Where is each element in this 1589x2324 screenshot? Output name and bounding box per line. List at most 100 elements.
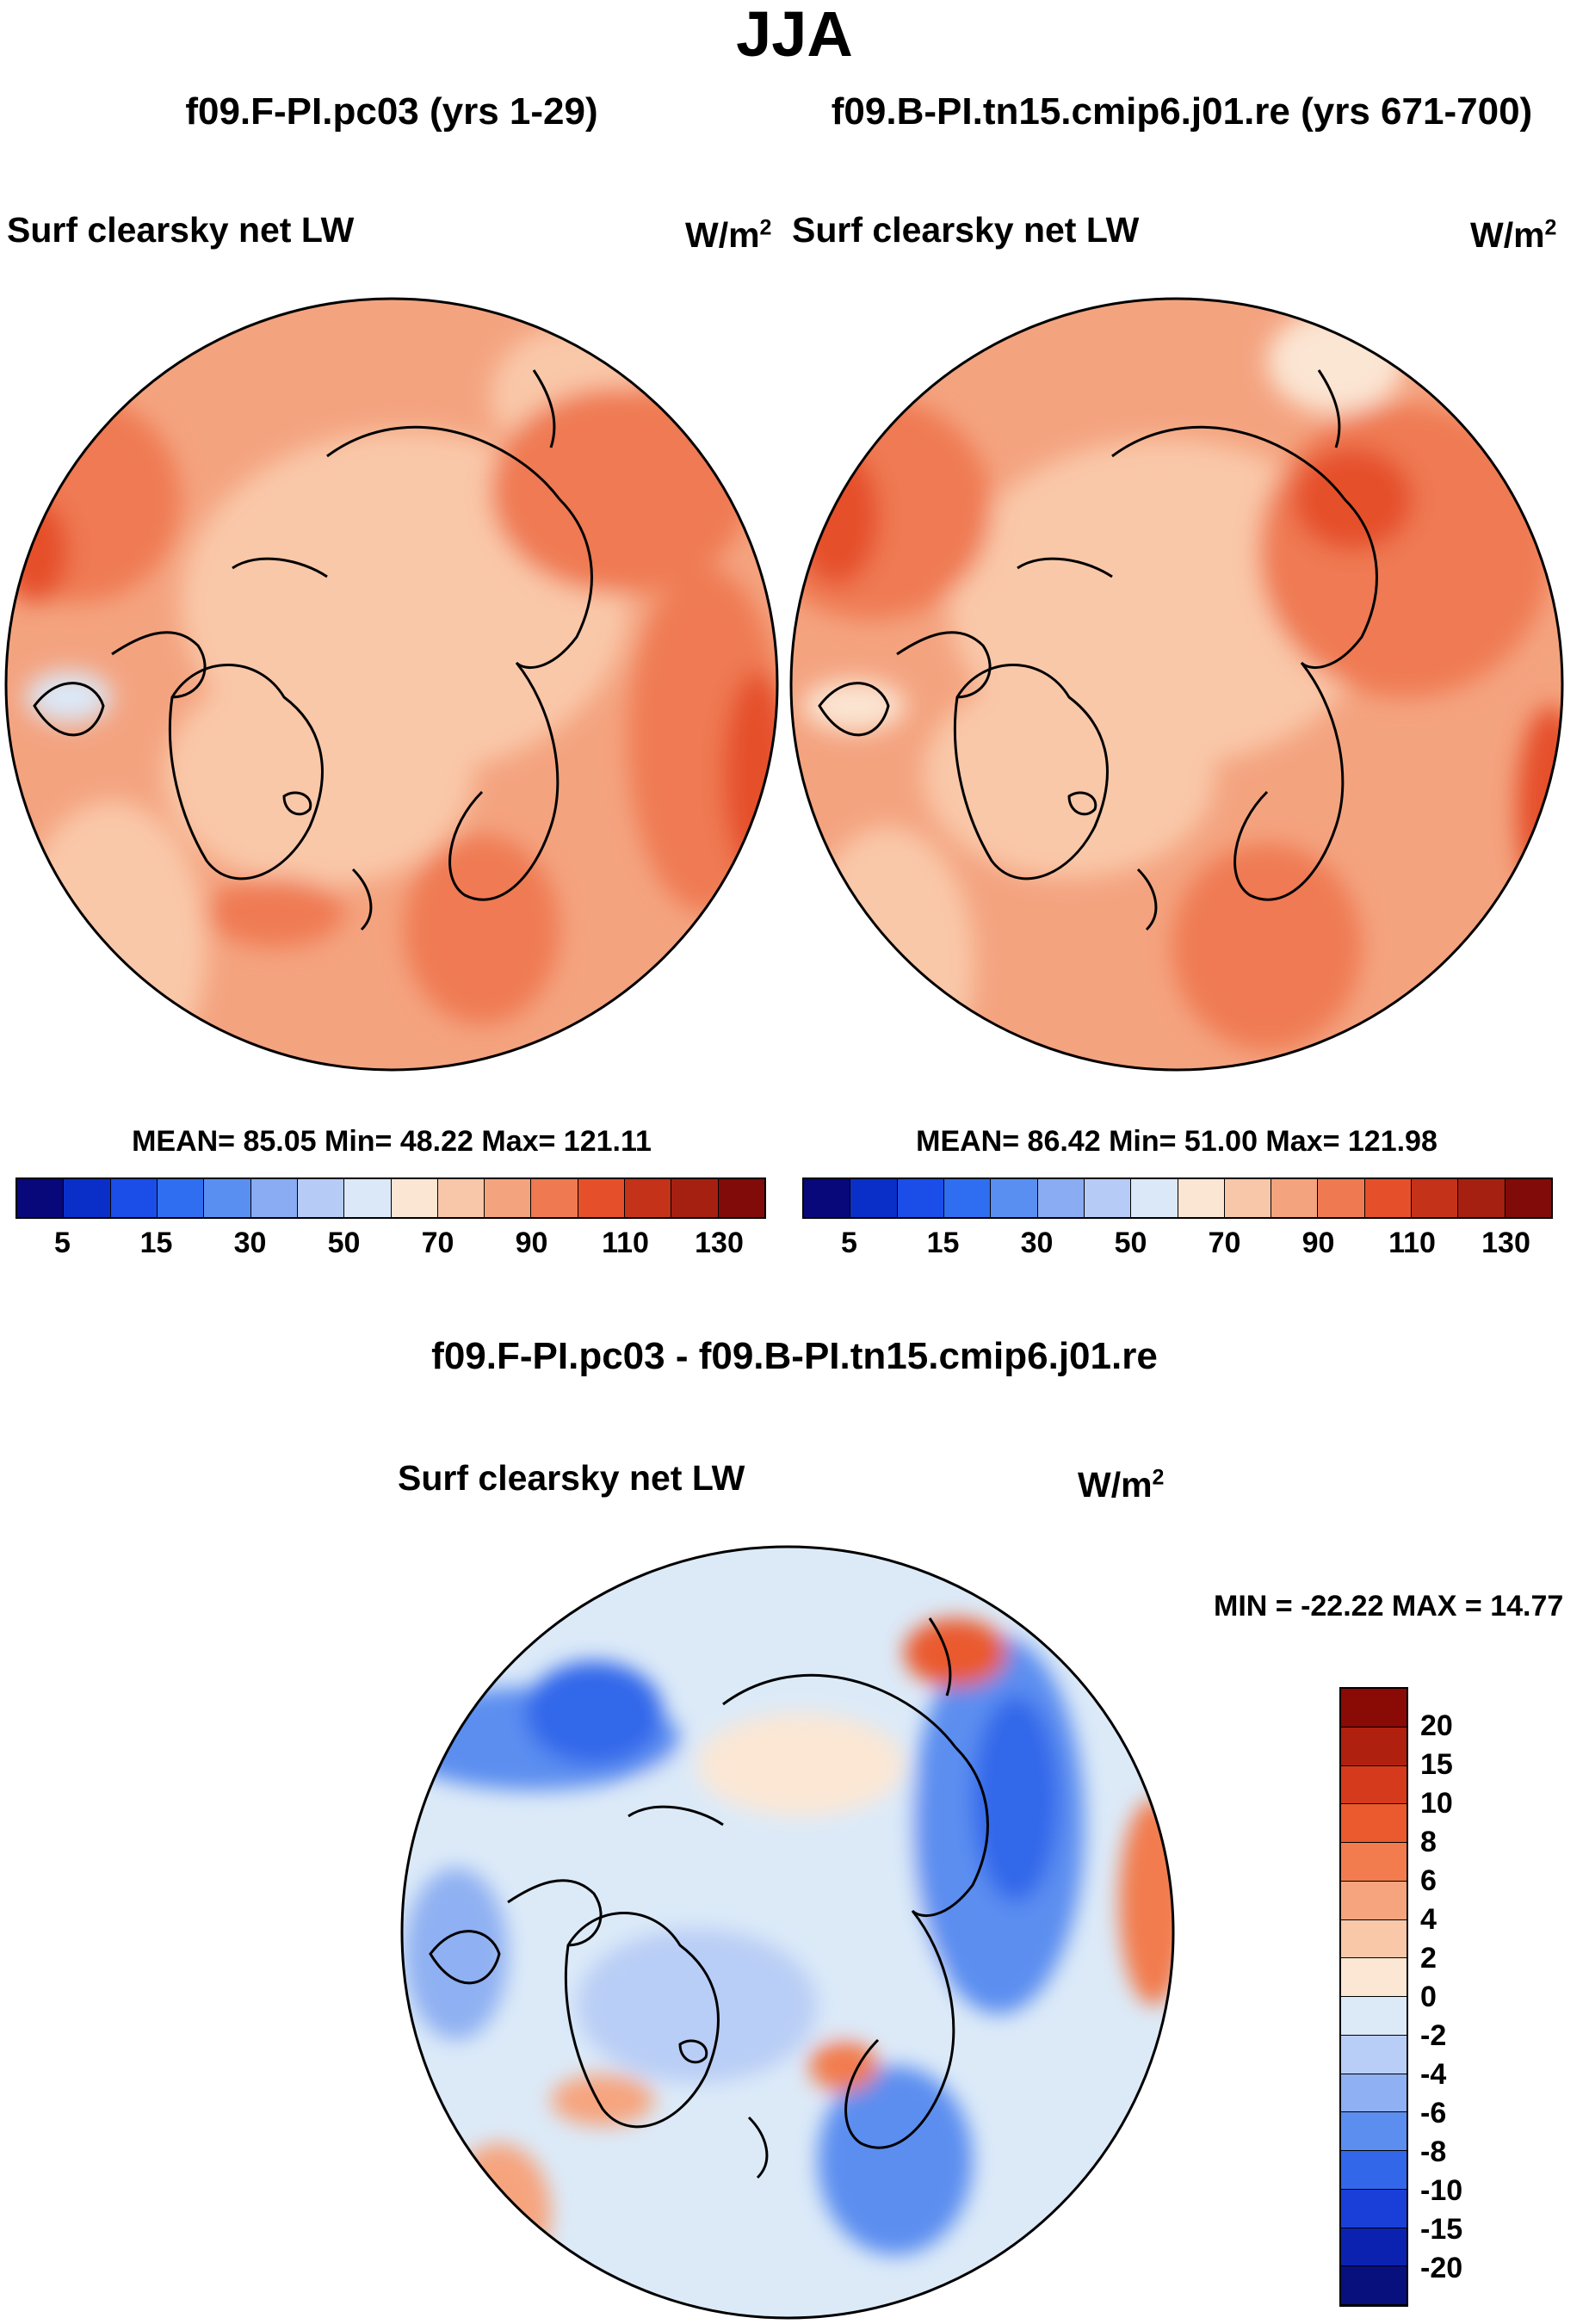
right-scandinavia-warm — [1172, 844, 1362, 1050]
colorbar-tick-label: -6 — [1420, 2097, 1447, 2129]
colorbar-tick-label: 15 — [1420, 1748, 1453, 1781]
colorbar-tick-label: 90 — [515, 1227, 548, 1259]
right-hudson-cool — [802, 680, 906, 732]
diff-polar-map — [400, 1545, 1175, 2320]
right-panel-title: f09.B-PI.tn15.cmip6.j01.re (yrs 671-700) — [831, 90, 1533, 133]
colorbar-cell — [1084, 1179, 1132, 1217]
right-coastlines — [818, 369, 1378, 931]
right-bering-field — [1267, 310, 1405, 413]
colorbar-cell — [625, 1179, 672, 1217]
colorbar-cell — [64, 1179, 111, 1217]
left-panel-title: f09.F-PI.pc03 (yrs 1-29) — [185, 90, 598, 133]
colorbar-tick-label: 30 — [233, 1227, 267, 1259]
diff-colorbar — [1339, 1687, 1408, 2307]
colorbar-cell — [1341, 2074, 1407, 2113]
right-siberia-hot — [1293, 448, 1413, 551]
colorbar-tick-label: -8 — [1420, 2135, 1447, 2168]
colorbar-cell — [1341, 2151, 1407, 2190]
right-polar-map — [789, 297, 1564, 1072]
colorbar-cell — [1341, 1804, 1407, 1843]
right-siberia-warm — [1258, 405, 1551, 697]
colorbar-tick-label: 15 — [139, 1227, 173, 1259]
colorbar-tick-label: 20 — [1420, 1709, 1453, 1742]
colorbar-cell — [1224, 1179, 1272, 1217]
diff-greenland-field — [577, 1928, 818, 2083]
colorbar-cell — [1412, 1179, 1459, 1217]
colorbar-tick-label: 90 — [1301, 1227, 1335, 1259]
colorbar-cell — [1458, 1179, 1506, 1217]
colorbar-cell — [1341, 2266, 1407, 2305]
colorbar-cell — [1131, 1179, 1178, 1217]
colorbar-cell — [1364, 1179, 1413, 1217]
colorbar-cell — [250, 1179, 298, 1217]
colorbar-cell — [1341, 1919, 1407, 1959]
left-greenland-field — [164, 663, 473, 887]
colorbar-tick-label: -20 — [1420, 2252, 1463, 2284]
colorbar-tick-label: 15 — [926, 1227, 960, 1259]
colorbar-cell — [1505, 1179, 1551, 1217]
left-map-border — [4, 297, 779, 1072]
left-canada-hot — [6, 499, 69, 603]
left-variable-label: Surf clearsky net LW — [7, 210, 355, 250]
colorbar-cell — [1341, 2189, 1407, 2228]
left-hudson-cool — [26, 671, 112, 723]
diff-greenland-warm — [551, 2074, 654, 2126]
left-polar-map — [4, 297, 779, 1072]
colorbar-cell — [1341, 2035, 1407, 2074]
colorbar-cell — [1341, 1958, 1407, 1997]
colorbar-cell — [1178, 1179, 1225, 1217]
diff-variable-label: Surf clearsky net LW — [398, 1458, 745, 1498]
colorbar-cell — [850, 1179, 898, 1217]
diff-atlantic-warm — [448, 2143, 551, 2281]
right-unit-label: W/m2 — [1470, 215, 1557, 255]
colorbar-tick-label: -10 — [1420, 2174, 1463, 2207]
left-siberia-warm — [491, 387, 749, 594]
diff-bering-warm — [904, 1618, 1007, 1687]
diff-scandinavia-band — [818, 2066, 973, 2255]
colorbar-cell — [437, 1179, 485, 1217]
colorbar-tick-label: 4 — [1420, 1903, 1437, 1936]
colorbar-tick-label: -2 — [1420, 2019, 1447, 2052]
colorbar-cell — [110, 1179, 158, 1217]
colorbar-cell — [157, 1179, 205, 1217]
colorbar-cell — [1341, 1843, 1407, 1882]
colorbar-cell — [1341, 1997, 1407, 2036]
colorbar-tick-label: 130 — [1481, 1227, 1530, 1259]
colorbar-cell — [485, 1179, 532, 1217]
colorbar-cell — [804, 1179, 851, 1217]
colorbar-tick-label: 110 — [1388, 1227, 1436, 1259]
colorbar-cell — [1318, 1179, 1365, 1217]
colorbar-cell — [391, 1179, 438, 1217]
colorbar-cell — [344, 1179, 392, 1217]
diff-siberia-strong — [973, 1696, 1059, 1902]
diff-coastlines — [429, 1617, 989, 2179]
right-canada-hot — [794, 448, 880, 585]
right-greenland-field — [923, 671, 1215, 878]
left-stats: MEAN= 85.05 Min= 48.22 Max= 121.11 — [132, 1125, 652, 1158]
colorbar-cell — [578, 1179, 626, 1217]
colorbar-tick-label: 6 — [1420, 1864, 1437, 1897]
colorbar-cell — [1271, 1179, 1319, 1217]
colorbar-cell — [1341, 1689, 1407, 1728]
right-stats: MEAN= 86.42 Min= 51.00 Max= 121.98 — [916, 1125, 1438, 1158]
right-map-border — [789, 297, 1564, 1072]
left-scandinavia-warm — [405, 835, 560, 1024]
colorbar-tick-label: 5 — [54, 1227, 71, 1259]
colorbar-cell — [991, 1179, 1038, 1217]
left-coastlines — [33, 369, 593, 931]
left-unit-label: W/m2 — [685, 215, 772, 255]
diff-arctic-warm — [697, 1713, 904, 1816]
colorbar-cell — [1341, 1765, 1407, 1805]
diff-iceland-warm — [809, 2040, 878, 2092]
colorbar-cell — [204, 1179, 251, 1217]
colorbar-tick-label: -15 — [1420, 2213, 1463, 2246]
colorbar-tick-label: 8 — [1420, 1826, 1437, 1858]
right-colorbar — [802, 1177, 1553, 1219]
colorbar-tick-label: 2 — [1420, 1942, 1437, 1975]
colorbar-tick-label: 30 — [1020, 1227, 1054, 1259]
colorbar-tick-label: 5 — [841, 1227, 857, 1259]
colorbar-tick-label: 10 — [1420, 1787, 1453, 1820]
colorbar-cell — [671, 1179, 719, 1217]
colorbar-tick-label: -4 — [1420, 2058, 1447, 2091]
colorbar-cell — [1341, 1727, 1407, 1766]
